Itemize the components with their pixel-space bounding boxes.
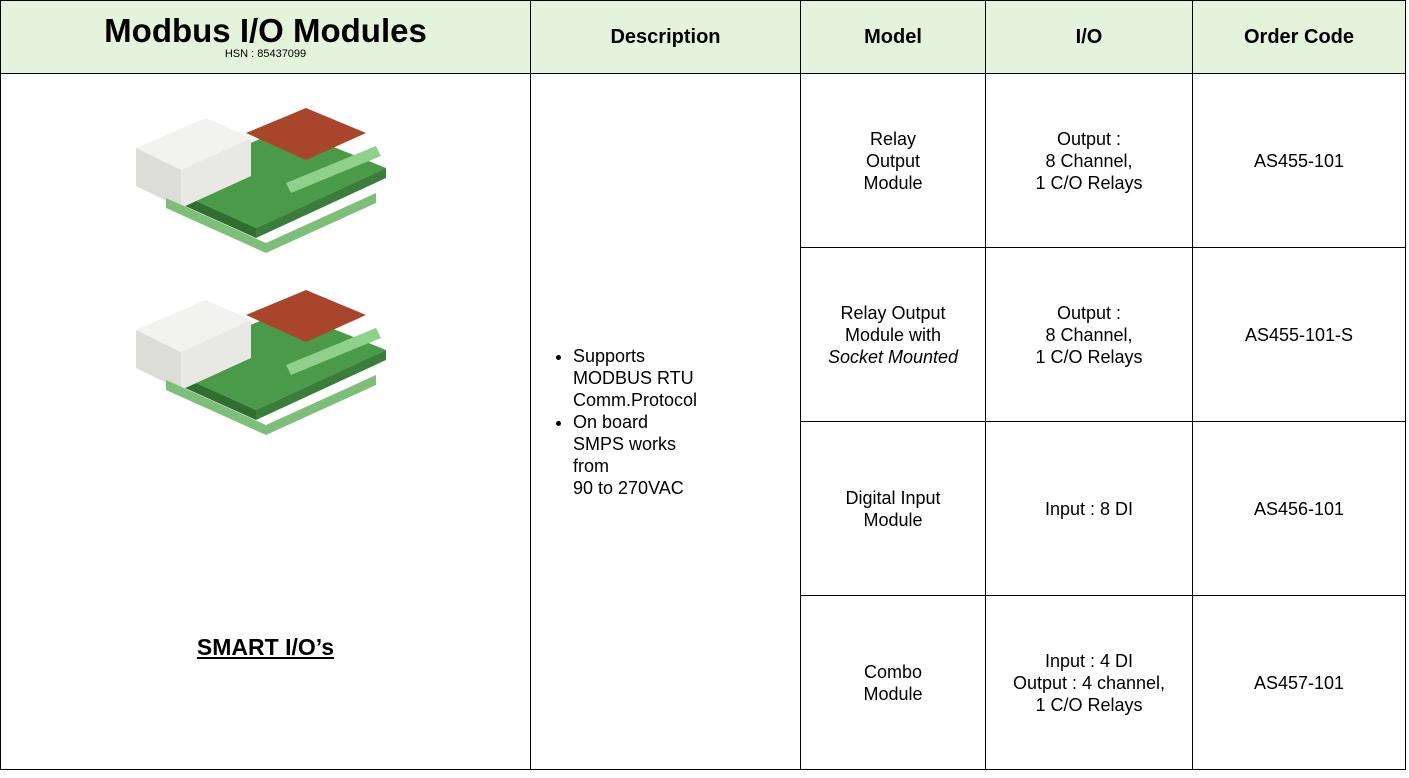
text-line: from: [573, 455, 609, 476]
model-cell: Combo Module: [800, 595, 986, 770]
text-line: Output : 4 channel,: [1012, 672, 1166, 693]
text-line: Combo: [863, 661, 923, 682]
cell-lines: Output :8 Channel, 1 C/O Relays: [986, 128, 1192, 194]
io-cell: Output :8 Channel, 1 C/O Relays: [985, 73, 1193, 248]
text-line: On board: [573, 411, 649, 432]
column-header: Order Code: [1192, 0, 1406, 74]
header-row: Modbus I/O Modules HSN : 85437099 Descri…: [0, 0, 1406, 74]
text-line: 1 C/O Relays: [1035, 694, 1143, 715]
text-line: 8 Channel,: [1045, 150, 1133, 171]
body-row: Relay Output Module with Socket Mounted Out…: [1, 247, 1406, 422]
column-header: Model: [800, 0, 986, 74]
text-line: Module: [863, 172, 923, 193]
order-code: AS455-101: [1192, 73, 1406, 248]
cell-lines: Digital Input Module: [801, 487, 985, 531]
text-line: Module: [863, 509, 923, 530]
text-line: Digital Input: [845, 487, 941, 508]
column-header: Description: [530, 0, 801, 74]
text-line: Output :: [1056, 302, 1122, 323]
text-line: Relay Output: [840, 302, 946, 323]
cell-lines: Input : 4 DI Output : 4 channel, 1 C/O Rel…: [986, 650, 1192, 716]
text-line: 1 C/O Relays: [1035, 346, 1143, 367]
body-row: Combo Module Input : 4 DI Output : 4 channe…: [1, 595, 1406, 770]
text-line: 90 to 270VAC: [573, 477, 684, 498]
text-line: Supports: [573, 345, 646, 366]
text-line: Output :: [1056, 128, 1122, 149]
order-code: AS456-101: [1192, 421, 1406, 596]
photo-wrap: [1, 88, 530, 268]
text-line: 1 C/O Relays: [1035, 172, 1143, 193]
cell-lines: Relay Output Module with Socket Mounted: [801, 302, 985, 368]
io-cell: Output :8 Channel, 1 C/O Relays: [985, 247, 1193, 422]
title-cell: Modbus I/O Modules HSN : 85437099: [0, 0, 531, 74]
order-code: AS457-101: [1192, 595, 1406, 770]
text-line: SMPS works: [573, 433, 677, 454]
text-line: Module with: [844, 324, 942, 345]
text-line: MODBUS RTU: [573, 367, 694, 388]
title: Modbus I/O Modules: [104, 12, 427, 49]
cell-lines: Input : 8 DI: [986, 498, 1192, 520]
model-cell: Digital Input Module: [800, 421, 986, 596]
product-photo: [135, 108, 386, 253]
model-cell: Relay Output Module with Socket Mounted: [800, 247, 986, 422]
cell-lines: Output :8 Channel, 1 C/O Relays: [986, 302, 1192, 368]
text-line: Input : 4 DI: [1044, 650, 1134, 671]
text-line: Socket Mounted: [827, 346, 959, 367]
order-code: AS455-101-S: [1192, 247, 1406, 422]
model-cell: Relay Output Module: [800, 73, 986, 248]
column-header: I/O: [985, 0, 1193, 74]
io-cell: Input : 8 DI: [985, 421, 1193, 596]
photo-wrap: [1, 270, 530, 450]
cell-lines: Combo Module: [801, 661, 985, 705]
text-line: Module: [863, 683, 923, 704]
body-row: Digital Input Module Input : 8 DI AS456-101: [1, 421, 1406, 596]
text-line: Relay: [869, 128, 917, 149]
text-line: Output: [865, 150, 921, 171]
text-line: 8 Channel,: [1045, 324, 1133, 345]
product-photo: [135, 290, 386, 435]
text-line: Input : 8 DI: [1044, 498, 1134, 519]
text-line: Comm.Protocol: [573, 389, 698, 410]
product-cell: SMART I/O’s: [0, 73, 531, 770]
io-cell: Input : 4 DI Output : 4 channel, 1 C/O Rel…: [985, 595, 1193, 770]
cell-lines: Relay Output Module: [801, 128, 985, 194]
product-name: SMART I/O’s: [196, 634, 335, 660]
hsn: HSN : 85437099: [224, 48, 307, 60]
